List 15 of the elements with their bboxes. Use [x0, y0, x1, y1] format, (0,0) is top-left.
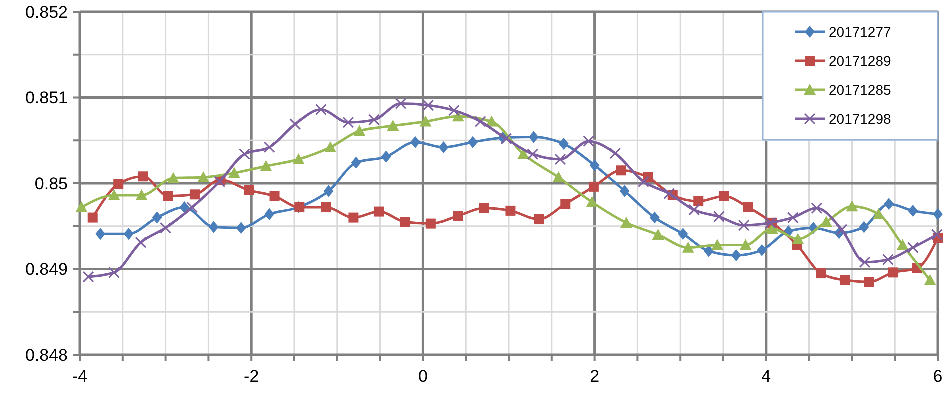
legend-label: 20171277	[829, 24, 892, 40]
legend-label: 20171289	[829, 52, 892, 69]
y-tick-label: 0.848	[25, 346, 68, 365]
y-tick-label: 0.852	[25, 2, 68, 22]
legend-label: 20171285	[829, 82, 892, 98]
x-tick-label: 2	[590, 367, 600, 386]
x-tick-label: 6	[933, 367, 943, 386]
x-tick-label: 0	[418, 367, 428, 386]
legend-label: 20171298	[829, 110, 892, 127]
y-tick-label: 0.85	[34, 174, 68, 194]
x-tick-label: -4	[72, 367, 88, 386]
y-tick-label: 0.851	[25, 88, 68, 108]
x-tick-label: -2	[244, 367, 260, 386]
x-tick-label: 4	[762, 367, 772, 386]
y-tick-label: 0.849	[25, 260, 68, 280]
